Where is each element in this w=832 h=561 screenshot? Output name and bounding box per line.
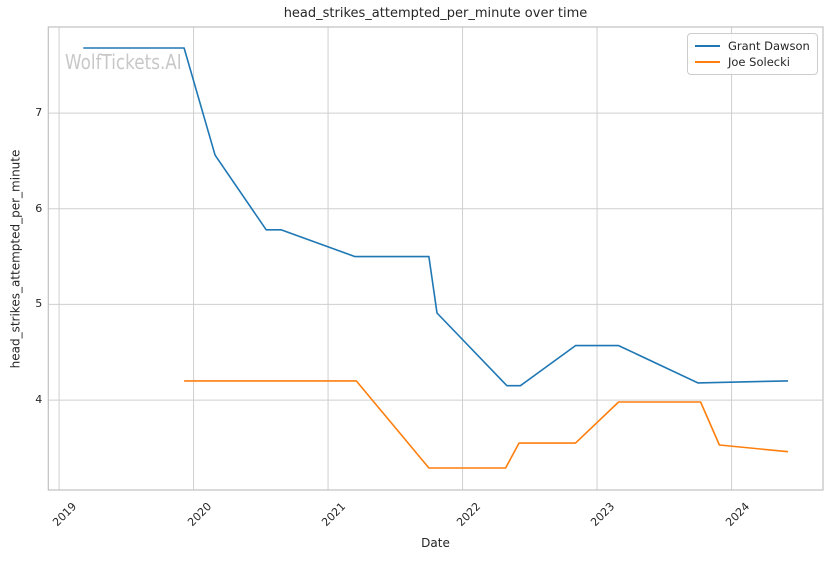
legend-swatch [695, 61, 720, 63]
y-axis-label-container: head_strikes_attempted_per_minute [4, 27, 26, 490]
legend-label: Joe Solecki [728, 55, 790, 69]
line-joe-solecki [184, 380, 789, 469]
legend-swatch [695, 45, 720, 47]
watermark: WolfTickets.AI [65, 50, 182, 74]
legend-item-joe-solecki: Joe Solecki [695, 55, 810, 69]
plot-spines [47, 26, 824, 491]
chart-title: head_strikes_attempted_per_minute over t… [283, 6, 588, 21]
legend: Grant Dawson Joe Solecki [687, 33, 818, 75]
y-tick-label: 7 [35, 106, 43, 120]
y-tick-label: 4 [35, 393, 43, 407]
line-grant-dawson [83, 47, 789, 387]
y-tick-label: 5 [35, 297, 43, 311]
x-axis-label: Date [421, 536, 450, 550]
legend-item-grant-dawson: Grant Dawson [695, 39, 810, 53]
y-tick-label: 6 [35, 201, 43, 215]
y-axis-label: head_strikes_attempted_per_minute [8, 149, 23, 368]
legend-label: Grant Dawson [728, 39, 810, 53]
